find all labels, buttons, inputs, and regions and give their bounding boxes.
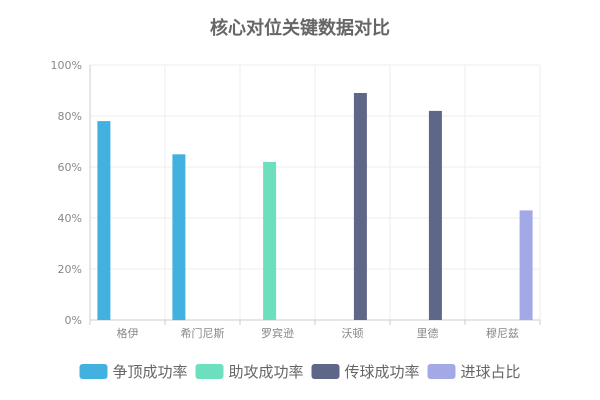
y-tick-label: 80%	[58, 110, 82, 123]
legend[interactable]: 争顶成功率 助攻成功率 传球成功率 进球占比	[79, 363, 521, 381]
chart-title: 核心对位关键数据对比	[210, 17, 390, 39]
bar[interactable]	[428, 110, 442, 321]
axis-layer: 0% 20% 40% 60% 80% 100% 格伊 希门尼斯 罗宾逊 沃顿 里德 穆尼兹	[51, 59, 541, 340]
bar[interactable]	[172, 154, 186, 321]
legend-swatch	[79, 364, 108, 379]
x-tick-label: 里德	[417, 326, 439, 340]
x-tick-label: 希门尼斯	[181, 326, 225, 340]
legend-swatch	[195, 364, 224, 379]
legend-item[interactable]: 进球占比	[427, 363, 521, 381]
legend-label: 传球成功率	[345, 363, 420, 381]
bar[interactable]	[263, 161, 277, 320]
bar[interactable]	[353, 93, 367, 320]
bar[interactable]	[97, 121, 111, 320]
x-tick-label: 沃顿	[342, 326, 364, 340]
bar-layer	[97, 93, 533, 321]
x-tick-label: 穆尼兹	[486, 326, 519, 340]
legend-label: 争顶成功率	[113, 363, 188, 381]
legend-swatch	[427, 364, 456, 379]
bar[interactable]	[519, 210, 533, 320]
y-tick-label: 100%	[51, 59, 82, 72]
legend-item[interactable]: 助攻成功率	[195, 363, 304, 381]
legend-swatch	[311, 364, 340, 379]
y-tick-label: 60%	[58, 161, 82, 174]
y-tick-label: 20%	[58, 263, 82, 276]
x-tick-label: 格伊	[117, 326, 139, 340]
legend-item[interactable]: 争顶成功率	[79, 363, 188, 381]
legend-item[interactable]: 传球成功率	[311, 363, 420, 381]
y-tick-label: 40%	[58, 212, 82, 225]
legend-label: 进球占比	[461, 363, 521, 381]
x-tick-label: 罗宾逊	[261, 326, 294, 340]
legend-label: 助攻成功率	[229, 363, 304, 381]
y-tick-label: 0%	[65, 314, 82, 327]
grid-layer	[89, 64, 541, 321]
